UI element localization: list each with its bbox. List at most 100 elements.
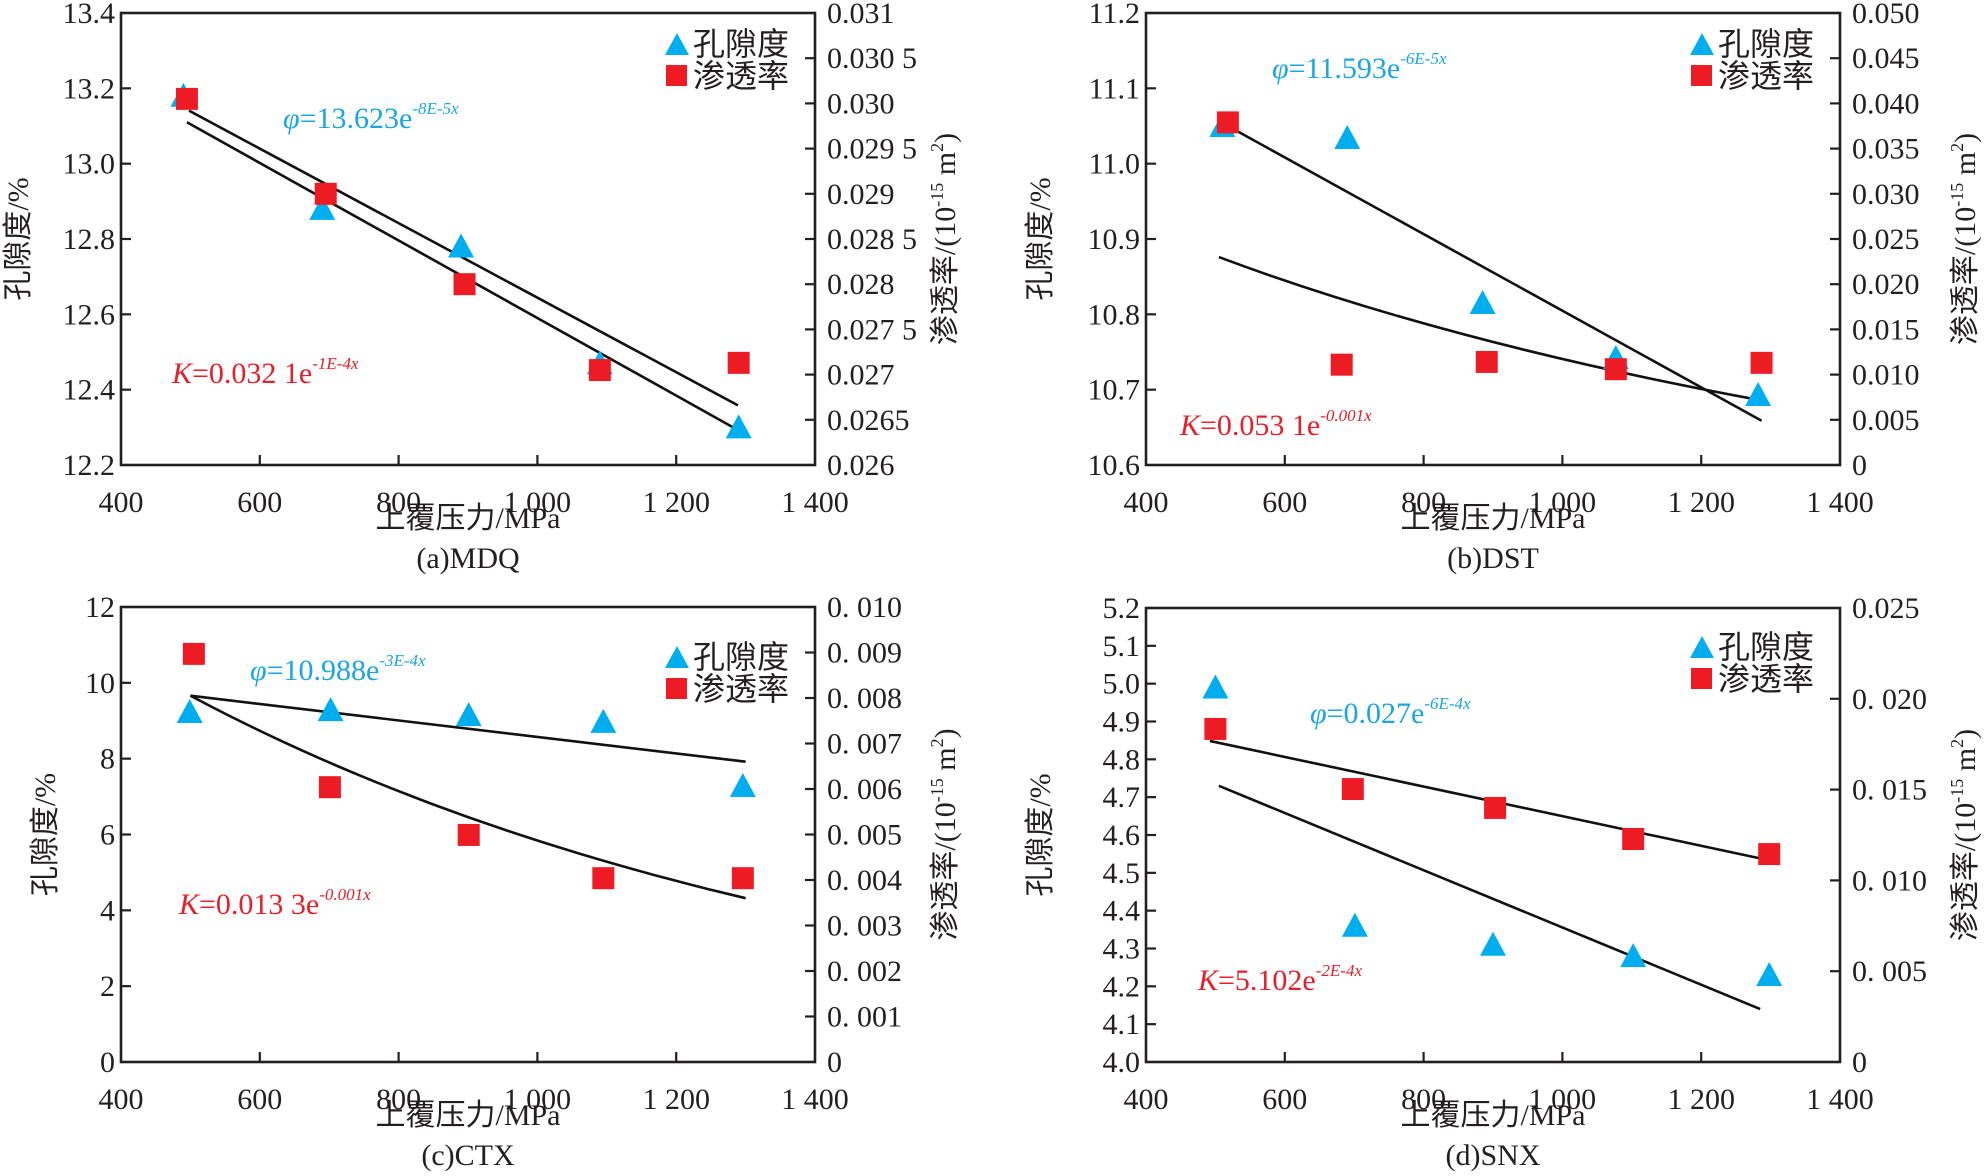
permeability-point <box>1622 827 1645 850</box>
y-left-tick-label: 4.7 <box>1103 781 1141 814</box>
porosity-fit-line <box>190 694 746 763</box>
permeability-fit-equation: K=0.013 3e-0.001x <box>178 885 371 921</box>
legend-square-icon <box>666 65 687 86</box>
y-left-tick-label: 13.0 <box>63 148 116 181</box>
y-right-tick-label: 0.035 <box>1852 133 1920 166</box>
y-right-tick-label: 0.010 <box>1852 359 1920 392</box>
y-left-axis-title: 孔隙度/% <box>1024 773 1057 896</box>
porosity-fit-equation: φ=11.593e-6E-5x <box>1272 49 1447 85</box>
porosity-point <box>1756 961 1783 986</box>
x-tick-label: 600 <box>1262 1083 1307 1116</box>
panel-caption: (b)DST <box>1447 542 1539 575</box>
y-left-tick-label: 10.6 <box>1088 449 1141 482</box>
y-right-tick-label: 0. 006 <box>827 773 902 806</box>
y-left-axis-title: 孔隙度/% <box>1024 177 1057 300</box>
x-tick-label: 600 <box>237 1083 282 1116</box>
permeability-point <box>318 776 341 799</box>
y-left-tick-label: 11.0 <box>1089 148 1140 181</box>
x-tick-label: 800 <box>1401 1083 1446 1116</box>
y-left-tick-label: 4.4 <box>1103 895 1141 928</box>
y-left-tick-label: 4.9 <box>1103 706 1141 739</box>
porosity-fit-equation: φ=10.988e-3E-4x <box>250 651 426 687</box>
y-left-tick-label: 12.8 <box>63 223 116 256</box>
y-right-tick-label: 0.027 5 <box>827 313 917 346</box>
legend-triangle-icon <box>1690 636 1714 658</box>
porosity-point <box>455 702 482 727</box>
legend-label-porosity: 孔隙度 <box>693 26 789 62</box>
legend-label-porosity: 孔隙度 <box>1718 26 1814 62</box>
legend-label-permeability: 渗透率 <box>693 671 789 707</box>
y-right-tick-label: 0.027 <box>827 359 895 392</box>
y-left-axis-title: 孔隙度/% <box>29 773 62 896</box>
y-right-tick-label: 0.005 <box>1852 404 1920 437</box>
legend-label-permeability: 渗透率 <box>1718 58 1814 94</box>
y-right-tick-label: 0. 020 <box>1852 683 1927 716</box>
y-right-tick-label: 0.030 <box>1852 178 1920 211</box>
y-left-tick-label: 11.1 <box>1089 72 1140 105</box>
y-left-tick-label: 6 <box>100 819 115 852</box>
x-tick-label: 1 200 <box>1667 1083 1735 1116</box>
y-right-tick-label: 0.026 <box>827 449 895 482</box>
y-right-tick-label: 0 <box>1852 449 1867 482</box>
y-left-tick-label: 12 <box>85 591 115 624</box>
y-right-tick-label: 0.029 5 <box>827 133 917 166</box>
x-tick-label: 1 000 <box>504 486 572 519</box>
y-left-tick-label: 4.8 <box>1103 743 1141 776</box>
chart-panel-d: 400 600 800 1 000 1 200 1 400 4.0 4.1 4.2 4.3 4.4 4… <box>1024 592 1982 1172</box>
permeability-point <box>1604 358 1627 381</box>
permeability-fit-line <box>1227 124 1763 422</box>
y-right-axis-title: 渗透率/(10-15 m2) <box>927 133 962 345</box>
permeability-point <box>592 867 615 890</box>
chart-panel-c: 400 600 800 1 000 1 200 1 400 0 2 4 6 8 10 12 0 0. 001… <box>29 591 962 1172</box>
y-right-tick-label: 0 <box>1852 1046 1867 1079</box>
y-left-tick-label: 13.2 <box>63 72 116 105</box>
y-right-tick-label: 0 <box>827 1046 842 1079</box>
permeability-point <box>1330 353 1353 376</box>
y-left-tick-label: 5.0 <box>1103 668 1141 701</box>
permeability-point <box>1484 796 1507 819</box>
y-right-tick-label: 0.030 <box>827 87 895 120</box>
y-right-tick-label: 0. 015 <box>1852 774 1927 807</box>
y-right-tick-label: 0.025 <box>1852 223 1920 256</box>
permeability-point <box>588 359 611 382</box>
legend-triangle-icon <box>665 33 689 55</box>
y-left-tick-label: 10.7 <box>1088 374 1141 407</box>
legend-square-icon <box>1691 668 1712 689</box>
permeability-fit-equation: K=5.102e-2E-4x <box>1197 961 1362 997</box>
y-right-tick-label: 0. 005 <box>1852 955 1927 988</box>
permeability-point <box>314 182 337 205</box>
x-tick-label: 600 <box>237 486 282 519</box>
x-tick-label: 1 200 <box>642 486 710 519</box>
x-axis-title: 上覆压力/MPa <box>1400 502 1585 535</box>
x-tick-label: 1 400 <box>1806 486 1874 519</box>
porosity-point <box>176 699 203 724</box>
permeability-point <box>731 867 754 890</box>
x-tick-label: 1 400 <box>1806 1083 1874 1116</box>
y-left-tick-label: 4 <box>100 894 115 927</box>
legend-triangle-icon <box>665 646 689 668</box>
y-right-tick-label: 0.029 <box>827 178 895 211</box>
x-tick-label: 400 <box>99 1083 144 1116</box>
y-left-tick-label: 12.4 <box>63 374 116 407</box>
porosity-point <box>1469 290 1496 315</box>
y-left-tick-label: 5.1 <box>1103 630 1141 663</box>
legend-label-permeability: 渗透率 <box>693 58 789 94</box>
permeability-fit-line <box>188 109 739 407</box>
legend-label-porosity: 孔隙度 <box>1718 629 1814 665</box>
porosity-fit-line <box>1218 784 1761 1011</box>
porosity-point <box>1341 912 1368 937</box>
panel-caption: (a)MDQ <box>416 542 520 575</box>
y-right-tick-label: 0. 008 <box>827 682 902 715</box>
porosity-point <box>1202 674 1229 699</box>
porosity-point <box>1745 381 1772 406</box>
permeability-point <box>1204 717 1227 740</box>
permeability-point <box>1758 843 1781 866</box>
legend-label-porosity: 孔隙度 <box>693 639 789 675</box>
porosity-point <box>1334 125 1361 150</box>
y-right-tick-label: 0.020 <box>1852 268 1920 301</box>
y-right-tick-label: 0.031 <box>827 0 895 30</box>
y-right-tick-label: 0. 004 <box>827 864 902 897</box>
